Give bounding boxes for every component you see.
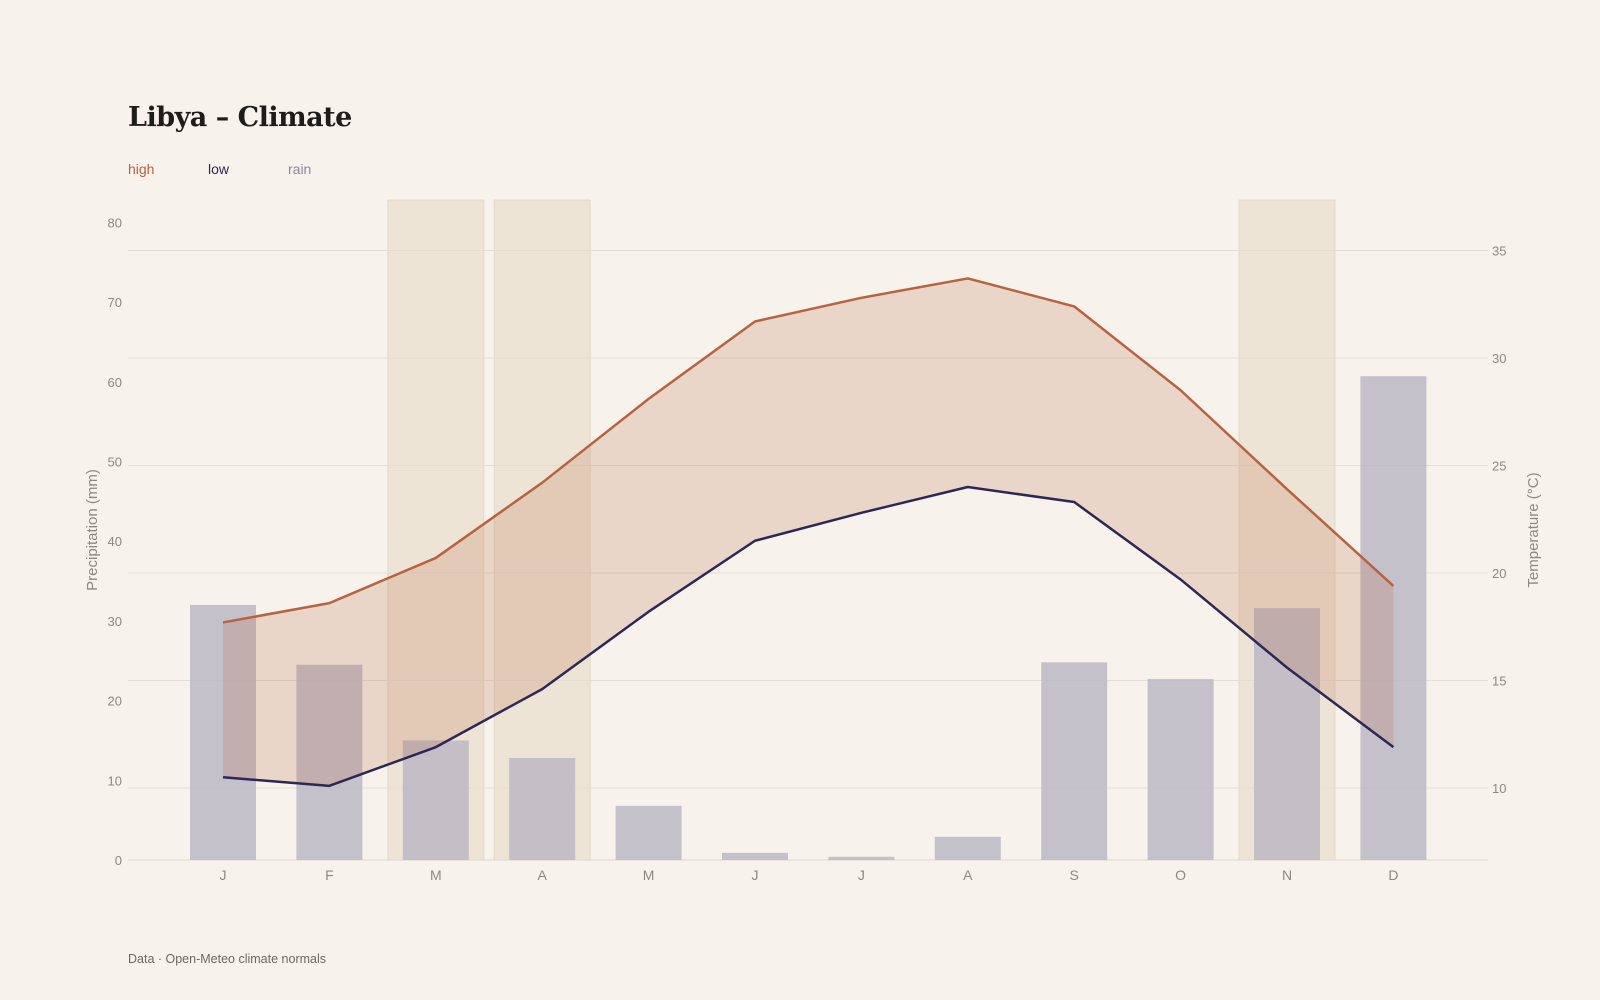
rain-bar [190,604,256,860]
right-axis-tick: 35 [1492,244,1506,259]
month-label: F [325,867,334,883]
right-axis-tick: 15 [1492,674,1506,689]
month-label: J [220,867,227,883]
rain-bar [402,740,469,860]
month-label: M [643,867,655,883]
month-label: D [1388,867,1398,883]
right-axis-title: Temperature (°C) [1525,472,1542,587]
left-axis-tick: 0 [115,853,122,868]
left-axis-tick: 70 [108,295,122,310]
right-axis-tick: 30 [1492,351,1506,366]
rain-bar [509,757,576,860]
left-axis-tick: 60 [108,375,122,390]
high-temperature-line [222,277,1395,624]
rain-bar [722,852,788,860]
rain-bar [1360,376,1427,860]
rain-bar [828,856,895,860]
rain-bar [296,664,363,860]
left-axis-tick: 30 [108,614,122,629]
rain-bar [1041,662,1108,860]
data-source-note: Data · Open-Meteo climate normals [128,952,326,966]
temperature-range-band [223,278,1394,786]
month-label: S [1070,867,1079,883]
rain-bar [934,836,1001,860]
legend-item-low: low [208,161,230,177]
month-label: A [963,867,973,883]
month-label: O [1175,867,1186,883]
rain-bar [615,805,682,860]
month-label: N [1282,867,1292,883]
month-label: J [752,867,759,883]
left-axis-tick: 40 [108,534,122,549]
right-axis-tick: 10 [1492,781,1506,796]
legend-item-high: high [128,161,155,177]
rain-bar [1147,679,1214,860]
left-axis-tick: 10 [108,773,122,788]
left-axis-tick: 50 [108,455,122,470]
month-label: J [858,867,865,883]
right-axis-tick: 20 [1492,566,1506,581]
chart-title: Libya – Climate [128,102,352,133]
left-axis-tick: 20 [108,694,122,709]
month-label: M [430,867,442,883]
left-axis-title: Precipitation (mm) [84,469,101,591]
legend-item-rain: rain [288,161,312,177]
low-temperature-line [222,485,1395,788]
right-axis-tick: 25 [1492,459,1506,474]
highlight-column [493,199,591,861]
left-axis-tick: 80 [108,215,122,230]
month-label: A [538,867,548,883]
